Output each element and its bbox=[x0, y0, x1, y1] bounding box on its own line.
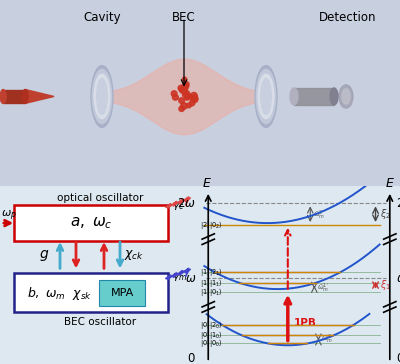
Text: $\omega$: $\omega$ bbox=[185, 272, 196, 285]
Text: $\omega$: $\omega$ bbox=[396, 272, 400, 285]
Text: MPA: MPA bbox=[110, 288, 134, 298]
Text: $\bar\omega_m^{2'}$: $\bar\omega_m^{2'}$ bbox=[313, 208, 326, 221]
Ellipse shape bbox=[330, 88, 338, 105]
Text: $|1\rangle|0_1\rangle$: $|1\rangle|0_1\rangle$ bbox=[200, 286, 223, 298]
Ellipse shape bbox=[290, 88, 298, 105]
Text: optical oscillator: optical oscillator bbox=[57, 193, 143, 203]
Ellipse shape bbox=[192, 95, 197, 101]
Ellipse shape bbox=[179, 98, 184, 103]
Polygon shape bbox=[25, 90, 54, 103]
Ellipse shape bbox=[185, 94, 190, 98]
FancyBboxPatch shape bbox=[14, 273, 168, 312]
Text: BEC oscillator: BEC oscillator bbox=[64, 317, 136, 327]
Text: $\gamma_m$: $\gamma_m$ bbox=[172, 272, 188, 284]
Text: $g$: $g$ bbox=[39, 248, 49, 263]
Ellipse shape bbox=[180, 87, 187, 94]
Ellipse shape bbox=[184, 91, 190, 96]
Text: $\omega_p$: $\omega_p$ bbox=[1, 209, 17, 223]
Text: $\xi_2$: $\xi_2$ bbox=[380, 207, 391, 221]
Ellipse shape bbox=[255, 66, 277, 127]
Ellipse shape bbox=[91, 66, 113, 127]
Ellipse shape bbox=[187, 94, 192, 98]
Ellipse shape bbox=[261, 79, 271, 114]
Ellipse shape bbox=[184, 82, 189, 87]
Ellipse shape bbox=[342, 89, 350, 104]
Ellipse shape bbox=[94, 74, 110, 119]
Ellipse shape bbox=[181, 103, 187, 109]
Text: $|1\rangle|1_1\rangle$: $|1\rangle|1_1\rangle$ bbox=[200, 277, 223, 289]
Ellipse shape bbox=[171, 91, 177, 96]
Text: $a,\ \omega_c$: $a,\ \omega_c$ bbox=[70, 215, 112, 231]
Text: $|2\rangle|0_2\rangle$: $|2\rangle|0_2\rangle$ bbox=[200, 219, 223, 231]
Ellipse shape bbox=[190, 95, 198, 103]
Ellipse shape bbox=[256, 69, 276, 124]
Ellipse shape bbox=[0, 90, 6, 103]
Text: $|0\rangle|2_0\rangle$: $|0\rangle|2_0\rangle$ bbox=[200, 319, 223, 331]
Ellipse shape bbox=[189, 100, 195, 106]
Ellipse shape bbox=[182, 93, 187, 97]
Text: $2\omega$: $2\omega$ bbox=[177, 197, 196, 210]
Text: $\chi_{ck}$: $\chi_{ck}$ bbox=[124, 248, 144, 262]
Text: $\bar\omega_m^{1'}$: $\bar\omega_m^{1'}$ bbox=[317, 281, 330, 294]
Ellipse shape bbox=[186, 95, 190, 99]
Text: BEC: BEC bbox=[172, 11, 196, 24]
Text: $|0\rangle|1_0\rangle$: $|0\rangle|1_0\rangle$ bbox=[200, 329, 223, 341]
Ellipse shape bbox=[179, 106, 184, 111]
Text: 1PB: 1PB bbox=[294, 318, 317, 328]
Text: $0$: $0$ bbox=[187, 352, 196, 364]
Text: $\xi_1$: $\xi_1$ bbox=[380, 278, 391, 292]
Text: $b,\ \omega_m\ \ \chi_{sk}$: $b,\ \omega_m\ \ \chi_{sk}$ bbox=[28, 285, 92, 302]
Ellipse shape bbox=[339, 85, 353, 108]
Text: $|1\rangle|2_1\rangle$: $|1\rangle|2_1\rangle$ bbox=[200, 266, 223, 278]
Ellipse shape bbox=[178, 85, 184, 91]
Text: $E$: $E$ bbox=[202, 177, 212, 190]
Ellipse shape bbox=[179, 88, 183, 92]
Ellipse shape bbox=[185, 96, 190, 100]
Text: $|0\rangle|0_0\rangle$: $|0\rangle|0_0\rangle$ bbox=[200, 337, 223, 349]
Ellipse shape bbox=[92, 69, 112, 124]
Ellipse shape bbox=[172, 95, 178, 100]
Text: Cavity: Cavity bbox=[83, 11, 121, 24]
Ellipse shape bbox=[190, 92, 197, 99]
Text: $2\omega$: $2\omega$ bbox=[396, 197, 400, 210]
Ellipse shape bbox=[182, 77, 187, 81]
FancyBboxPatch shape bbox=[99, 280, 145, 306]
Bar bbox=[3, 90, 25, 103]
Text: $E$: $E$ bbox=[385, 177, 395, 190]
Text: Detection: Detection bbox=[319, 11, 377, 24]
Text: $0$: $0$ bbox=[396, 352, 400, 364]
Bar bbox=[294, 88, 334, 105]
Ellipse shape bbox=[258, 74, 274, 119]
FancyBboxPatch shape bbox=[14, 205, 168, 241]
Text: $\omega_m^0$: $\omega_m^0$ bbox=[322, 333, 334, 346]
Ellipse shape bbox=[22, 90, 28, 103]
Ellipse shape bbox=[186, 103, 191, 108]
Text: $\gamma_c$: $\gamma_c$ bbox=[172, 200, 185, 212]
Ellipse shape bbox=[182, 83, 189, 90]
Ellipse shape bbox=[97, 79, 107, 114]
